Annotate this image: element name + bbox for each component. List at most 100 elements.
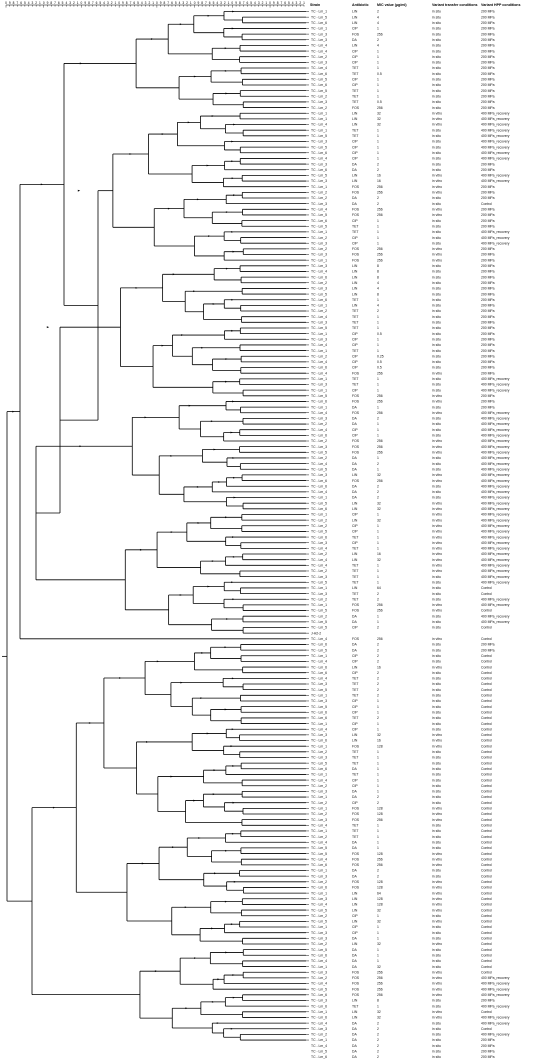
hpp-cell: Control — [481, 953, 492, 957]
scale-tick-label: 0 — [118, 1, 120, 5]
hpp-cell: 400 MPa_recovery — [481, 564, 510, 568]
strain-cell: TC - Lm_2 — [311, 94, 327, 98]
antibiotic-cell: TET — [352, 94, 358, 98]
hpp-cell: 200 MPa — [481, 49, 495, 53]
hpp-cell: 200 MPa — [481, 83, 495, 87]
dendrogram-tree — [2, 10, 309, 1041]
hpp-cell: 200 MPa — [481, 1050, 495, 1054]
hpp-cell: Control — [481, 778, 492, 782]
hpp-cell: 400 MPa_recovery — [481, 140, 510, 144]
antibiotic-cell: CIP — [352, 343, 358, 347]
hpp-cell: 200 MPa — [481, 72, 495, 76]
node-marker — [179, 594, 183, 596]
table-row: TC - Lm_6 DA 2 in situ 400 MPa_recovery — [311, 484, 510, 488]
table-row: TC - Lm_3 LIN 32 in vitro 400 MPa_recovery — [311, 473, 510, 477]
hpp-cell: Control — [481, 835, 492, 839]
strain-cell: TC - Lm_2 — [311, 812, 327, 816]
scale-tick-label: 4 — [216, 1, 218, 5]
hpp-cell: 400 MPa_recovery — [481, 982, 510, 986]
strain-cell: TC - Lm_1 — [311, 349, 327, 353]
antibiotic-cell: LIN — [352, 903, 358, 907]
antibiotic-cell: DA — [352, 620, 357, 624]
strain-cell: TC - Lm_1 — [311, 694, 327, 698]
transfer-cell: in situ — [432, 354, 441, 358]
strain-cell: TC - Lm_2 — [311, 784, 327, 788]
mic-cell: 2 — [377, 597, 379, 601]
scale-tick-label: 5 — [62, 1, 64, 5]
strain-cell: TC - Lm_4 — [311, 44, 327, 48]
transfer-cell: in situ — [432, 106, 441, 110]
hpp-cell: 200 MPa — [481, 264, 495, 268]
table-row: TC - Lm_6 CIP 1 in situ Control — [311, 710, 492, 714]
scale-tick-label: 2 — [111, 1, 113, 5]
strain-cell: TC - Lm_2 — [311, 597, 327, 601]
strain-cell: TC - Lm_3 — [311, 417, 327, 421]
mic-cell: 256 — [377, 207, 383, 211]
mic-cell: 1 — [377, 434, 379, 438]
transfer-cell: in vitro — [432, 897, 442, 901]
antibiotic-cell: CIP — [352, 660, 358, 664]
strain-cell: TC - Lm_3 — [311, 337, 327, 341]
mic-cell: 256 — [377, 411, 383, 415]
antibiotic-cell: TET — [352, 298, 358, 302]
node-marker — [197, 522, 200, 524]
strain-cell: TC - Lm_5 — [311, 948, 327, 952]
mic-cell: 4 — [377, 21, 379, 25]
transfer-cell: in vitro — [432, 733, 442, 737]
antibiotic-column-header: Antibiotic — [352, 3, 369, 7]
table-row: TC - Lm_6 FOS 128 in vitro Control — [311, 886, 492, 890]
table-row: TC - Lm_6 TET 1 in vitro 400 MPa_recovery — [311, 535, 510, 539]
table-row: TC - Lm_1 TET 1 in situ 200 MPa — [311, 349, 495, 353]
transfer-cell: in situ — [432, 100, 441, 104]
strain-cell: TC - Lm_5 — [311, 145, 327, 149]
hpp-cell: Control — [481, 965, 492, 969]
scale-tick-label: 3 — [107, 1, 109, 5]
antibiotic-cell: TET — [352, 383, 358, 387]
table-row: TC - Lm_5 TET 1 in situ 200 MPa — [311, 224, 495, 228]
table-row: TC - Lm_6 LIN 32 in vitro 400 MPa_recovery — [311, 1016, 510, 1020]
strain-cell: TC - Lm_1 — [311, 111, 327, 115]
table-row: TC - Lm_6 CIP 0.5 in situ 200 MPa — [311, 366, 495, 370]
antibiotic-cell: LIN — [352, 501, 358, 505]
table-row: TC - Lm_3 TET 1 in situ 200 MPa — [311, 321, 495, 325]
hpp-cell: Control — [481, 665, 492, 669]
mic-cell: 256 — [377, 863, 383, 867]
table-row: TC - Lm_1 CIP 1 in situ 200 MPa — [311, 27, 495, 31]
antibiotic-cell: DA — [352, 405, 357, 409]
table-row: TC - Lm_5 CIP 1 in vitro 400 MPa_recovery — [311, 530, 510, 534]
antibiotic-cell: CIP — [352, 699, 358, 703]
antibiotic-cell: TET — [352, 230, 358, 234]
strain-cell: TC - Lm_1 — [311, 586, 327, 590]
mic-cell: 8 — [377, 270, 379, 274]
node-marker — [233, 194, 236, 197]
node-marker — [233, 496, 236, 499]
scale-tick-label: 6 — [171, 1, 173, 5]
antibiotic-cell: LIN — [352, 111, 358, 115]
strain-cell: TC - Lm_1 — [311, 388, 327, 392]
antibiotic-cell: DA — [352, 959, 357, 963]
strain-column-header: Strain — [310, 3, 320, 7]
transfer-cell: in vitro — [432, 886, 442, 890]
transfer-cell: in situ — [432, 94, 441, 98]
strain-cell: TC - Lm_1 — [311, 185, 327, 189]
mic-cell: 32 — [377, 117, 381, 121]
strain-cell: TC - Lm_3 — [311, 699, 327, 703]
strain-cell: TC - Lm_4 — [311, 564, 327, 568]
mic-cell: 1 — [377, 931, 379, 935]
mic-cell: 8 — [377, 275, 379, 279]
transfer-cell: in situ — [432, 914, 441, 918]
antibiotic-cell: LIN — [352, 123, 358, 127]
mic-cell: 1 — [377, 823, 379, 827]
table-row: TC - Lm_5 TET 1 in situ 400 MPa_recovery — [311, 134, 510, 138]
strain-cell: TC - Lm_4 — [311, 959, 327, 963]
hpp-cell: 400 MPa_recovery — [481, 518, 510, 522]
strain-cell: TC - Lm_4 — [311, 428, 327, 432]
mic-cell: 1 — [377, 298, 379, 302]
mic-cell: 256 — [377, 603, 383, 607]
hpp-cell: 400 MPa_recovery — [481, 428, 510, 432]
mic-cell: 1 — [377, 699, 379, 703]
antibiotic-cell: FOS — [352, 982, 360, 986]
table-row: TC - Lm_6 TET 1 in situ 200 MPa — [311, 298, 495, 302]
antibiotic-cell: DA — [352, 937, 357, 941]
hpp-cell: Control — [481, 739, 492, 743]
